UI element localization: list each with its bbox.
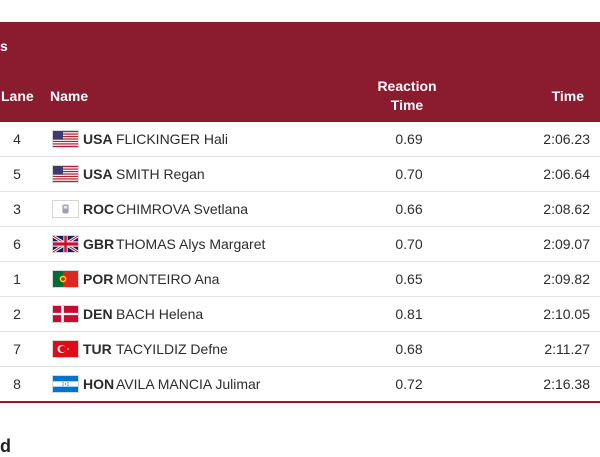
- finish-time: 2:09.82: [543, 271, 590, 287]
- roc-flag-icon: [52, 200, 79, 218]
- hon-flag-icon: [52, 375, 79, 393]
- finish-time: 2:10.05: [543, 306, 590, 322]
- finish-time: 2:11.27: [544, 341, 590, 357]
- country-code: POR: [83, 271, 114, 287]
- lane-number: 5: [13, 166, 21, 182]
- lane-number: 7: [13, 341, 21, 357]
- por-flag-icon: [52, 270, 79, 288]
- athlete-name[interactable]: BACH Helena: [116, 306, 204, 322]
- table-row[interactable]: 5 USA SMITH Regan 0.70 2:06.64: [0, 157, 600, 192]
- usa-flag-icon: [52, 165, 79, 183]
- column-header-lane[interactable]: Lane: [1, 88, 34, 104]
- country-code: ROC: [83, 201, 115, 217]
- reaction-time: 0.72: [395, 376, 423, 392]
- tur-flag-icon: [52, 340, 79, 358]
- lane-number: 1: [13, 271, 21, 287]
- page-text-fragment: d: [0, 436, 11, 456]
- table-row[interactable]: 6 GBR THOMAS Alys Margaret 0.70 2:09.07: [0, 227, 600, 262]
- country-code: GBR: [83, 236, 115, 252]
- finish-time: 2:08.62: [543, 201, 590, 217]
- header-corner-text: s: [0, 38, 8, 54]
- table-row[interactable]: 3 ROC CHIMROVA Svetlana 0.66 2:08.62: [0, 192, 600, 227]
- usa-flag-icon: [52, 130, 79, 148]
- country-code: USA: [83, 166, 113, 182]
- lane-number: 2: [13, 306, 21, 322]
- results-table: s Lane Name Reaction Time Time 4 USA FLI…: [0, 22, 600, 403]
- lane-number: 6: [13, 236, 21, 252]
- lane-number: 3: [13, 201, 21, 217]
- column-header-time[interactable]: Time: [551, 88, 584, 104]
- column-header-reaction-time[interactable]: Reaction Time: [374, 77, 440, 115]
- reaction-time: 0.66: [395, 201, 423, 217]
- reaction-time: 0.81: [395, 306, 423, 322]
- finish-time: 2:06.23: [543, 131, 590, 147]
- country-code: USA: [83, 131, 113, 147]
- lane-number: 4: [13, 131, 21, 147]
- table-row[interactable]: 4 USA FLICKINGER Hali 0.69 2:06.23: [0, 122, 600, 157]
- gbr-flag-icon: [52, 235, 79, 253]
- table-body: 4 USA FLICKINGER Hali 0.69 2:06.23 5 USA…: [0, 122, 600, 403]
- column-header-name[interactable]: Name: [50, 88, 89, 104]
- table-row[interactable]: 7 TUR TACYILDIZ Defne 0.68 2:11.27: [0, 332, 600, 367]
- reaction-header-line1: Reaction: [377, 78, 437, 94]
- den-flag-icon: [52, 305, 79, 323]
- athlete-name[interactable]: SMITH Regan: [116, 166, 205, 182]
- country-code: HON: [83, 376, 115, 392]
- athlete-name[interactable]: CHIMROVA Svetlana: [116, 201, 249, 217]
- reaction-header-line2: Time: [390, 97, 424, 113]
- reaction-time: 0.70: [395, 236, 423, 252]
- finish-time: 2:06.64: [543, 166, 590, 182]
- reaction-time: 0.70: [395, 166, 423, 182]
- table-row[interactable]: 2 DEN BACH Helena 0.81 2:10.05: [0, 297, 600, 332]
- athlete-name[interactable]: AVILA MANCIA Julimar: [116, 376, 261, 392]
- reaction-time: 0.65: [395, 271, 423, 287]
- reaction-time: 0.68: [395, 341, 423, 357]
- athlete-name[interactable]: FLICKINGER Hali: [116, 131, 229, 147]
- table-header: s Lane Name Reaction Time Time: [0, 22, 600, 122]
- reaction-time: 0.69: [395, 131, 423, 147]
- athlete-name[interactable]: MONTEIRO Ana: [116, 271, 220, 287]
- table-row[interactable]: 8 HON AVILA MANCIA Julimar 0.72 2:16.38: [0, 367, 600, 401]
- country-code: TUR: [83, 341, 112, 357]
- finish-time: 2:16.38: [543, 376, 590, 392]
- athlete-name[interactable]: THOMAS Alys Margaret: [116, 236, 266, 252]
- country-code: DEN: [83, 306, 113, 322]
- finish-time: 2:09.07: [543, 236, 590, 252]
- lane-number: 8: [13, 376, 21, 392]
- athlete-name[interactable]: TACYILDIZ Defne: [116, 341, 228, 357]
- table-row[interactable]: 1 POR MONTEIRO Ana 0.65 2:09.82: [0, 262, 600, 297]
